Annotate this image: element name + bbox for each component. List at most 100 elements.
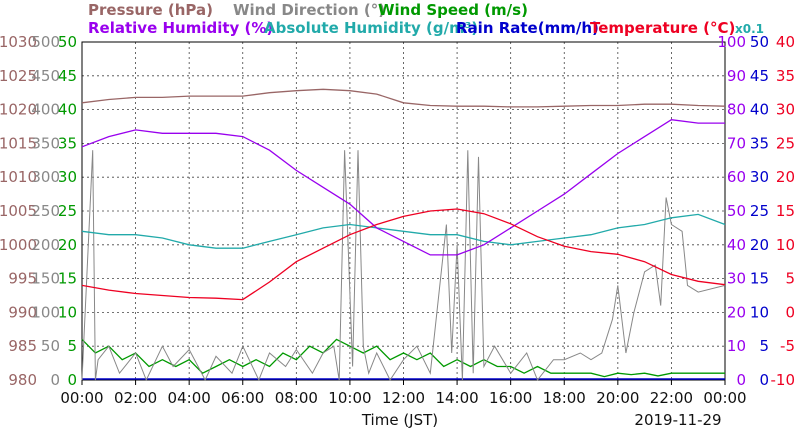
legend-label: Temperature (°C) bbox=[590, 19, 735, 37]
temperature-c-line bbox=[81, 208, 726, 301]
wind-speed-tick-label: 50 bbox=[58, 33, 77, 51]
temperature-tick-label: -10 bbox=[771, 371, 796, 389]
legend: Pressure (hPa) Wind Direction (°)Wind Spe… bbox=[88, 1, 764, 37]
pressure-tick-label: 980 bbox=[8, 371, 37, 389]
wind-direction-tick-label: 450 bbox=[31, 67, 60, 85]
legend-label: Wind Speed (m/s) bbox=[378, 1, 528, 19]
relative-humidity-line bbox=[81, 119, 725, 256]
relative-humidity-tick-label: 80 bbox=[727, 101, 746, 119]
pressure-tick-label: 1015 bbox=[0, 134, 37, 152]
relative-humidity-tick-label: 20 bbox=[727, 303, 746, 321]
x-tick-label: 20:00 bbox=[596, 389, 639, 407]
wind-speed-tick-label: 35 bbox=[58, 134, 77, 152]
absolute-humidity-g-m-line bbox=[81, 213, 726, 249]
legend-label: Wind Direction (°) bbox=[233, 1, 385, 19]
left-axes: 9809859909951000100510101015102010251030… bbox=[0, 33, 77, 389]
pressure-tick-label: 1020 bbox=[0, 101, 37, 119]
pressure-tick-label: 995 bbox=[8, 270, 37, 288]
relative-humidity-tick-label: 40 bbox=[727, 236, 746, 254]
relative-humidity-tick-label: 90 bbox=[727, 67, 746, 85]
rain-rate-tick-label: 0 bbox=[759, 371, 769, 389]
pressure-tick-label: 1005 bbox=[0, 202, 37, 220]
wind-direction-tick-label: 100 bbox=[31, 303, 60, 321]
x-tick-label: 08:00 bbox=[275, 389, 318, 407]
x-tick-label: 12:00 bbox=[382, 389, 425, 407]
wind-speed-tick-label: 15 bbox=[58, 270, 77, 288]
pressure-tick-label: 985 bbox=[8, 337, 37, 355]
x-axis: 00:00 02:00 04:00 06:00 08:00 10:00 12:00 14:00… bbox=[60, 380, 747, 407]
x-tick-label: 16:00 bbox=[489, 389, 532, 407]
temperature-tick-label: 20 bbox=[776, 168, 795, 186]
temperature-tick-label: 40 bbox=[776, 33, 795, 51]
x-tick-label: 18:00 bbox=[543, 389, 586, 407]
pressure-tick-label: 1010 bbox=[0, 168, 37, 186]
temperature-tick-label: 15 bbox=[776, 202, 795, 220]
wind-speed-tick-label: 40 bbox=[58, 101, 77, 119]
relative-humidity-tick-label: 60 bbox=[727, 168, 746, 186]
legend-label: Absolute Humidity (g/m³) bbox=[264, 19, 478, 37]
wind-direction-tick-label: 50 bbox=[41, 337, 60, 355]
rain-rate-tick-label: 45 bbox=[750, 67, 769, 85]
wind-direction-tick-label: 150 bbox=[31, 270, 60, 288]
rain-rate-tick-label: 35 bbox=[750, 134, 769, 152]
date-label: 2019-11-29 bbox=[634, 411, 721, 429]
x-tick-label: 06:00 bbox=[221, 389, 264, 407]
wind-direction-tick-label: 350 bbox=[31, 134, 60, 152]
legend-label: Pressure (hPa) bbox=[88, 1, 213, 19]
pressure-tick-label: 1000 bbox=[0, 236, 37, 254]
relative-humidity-tick-label: 70 bbox=[727, 134, 746, 152]
wind-direction-line bbox=[81, 150, 726, 382]
wind-speed-tick-label: 10 bbox=[58, 303, 77, 321]
rain-rate-tick-label: 15 bbox=[750, 270, 769, 288]
rain-rate-tick-label: 25 bbox=[750, 202, 769, 220]
relative-humidity-tick-label: 30 bbox=[727, 270, 746, 288]
x-tick-label: 00:00 bbox=[703, 389, 746, 407]
wind-direction-tick-label: 0 bbox=[50, 371, 60, 389]
rain-rate-tick-label: 40 bbox=[750, 101, 769, 119]
wind-speed-tick-label: 25 bbox=[58, 202, 77, 220]
relative-humidity-tick-label: 0 bbox=[736, 371, 746, 389]
legend-label: Rain Rate(mm/h) bbox=[456, 19, 599, 37]
right-axes: 0102030405060708090100051015202530354045… bbox=[717, 33, 795, 389]
temperature-tick-label: -5 bbox=[780, 337, 795, 355]
temperature-tick-label: 10 bbox=[776, 236, 795, 254]
rain-rate-tick-label: 10 bbox=[750, 303, 769, 321]
wind-direction-tick-label: 250 bbox=[31, 202, 60, 220]
rain-rate-tick-label: 20 bbox=[750, 236, 769, 254]
wind-direction-tick-label: 200 bbox=[31, 236, 60, 254]
wind-speed-tick-label: 30 bbox=[58, 168, 77, 186]
pressure-tick-label: 1025 bbox=[0, 67, 37, 85]
rain-rate-tick-label: 30 bbox=[750, 168, 769, 186]
x-axis-label: Time (JST) bbox=[361, 411, 438, 429]
legend-label: Relative Humidity (%) bbox=[88, 19, 273, 37]
wind-speed-tick-label: 45 bbox=[58, 67, 77, 85]
relative-humidity-tick-label: 100 bbox=[717, 33, 746, 51]
x-tick-label: 02:00 bbox=[114, 389, 157, 407]
temperature-tick-label: 35 bbox=[776, 67, 795, 85]
x-tick-label: 22:00 bbox=[650, 389, 693, 407]
pressure-hpa-line bbox=[81, 88, 726, 108]
temperature-tick-label: 30 bbox=[776, 101, 795, 119]
pressure-tick-label: 990 bbox=[8, 303, 37, 321]
rain-rate-tick-label: 5 bbox=[759, 337, 769, 355]
relative-humidity-tick-label: 50 bbox=[727, 202, 746, 220]
wind-direction-tick-label: 300 bbox=[31, 168, 60, 186]
x-tick-label: 14:00 bbox=[435, 389, 478, 407]
wind-speed-tick-label: 5 bbox=[67, 337, 77, 355]
relative-humidity-tick-label: 10 bbox=[727, 337, 746, 355]
pressure-tick-label: 1030 bbox=[0, 33, 37, 51]
rain-rate-tick-label: 50 bbox=[750, 33, 769, 51]
x-tick-label: 00:00 bbox=[60, 389, 103, 407]
x-tick-label: 04:00 bbox=[168, 389, 211, 407]
temperature-tick-label: 5 bbox=[785, 270, 795, 288]
temperature-tick-label: 0 bbox=[785, 303, 795, 321]
temperature-tick-label: 25 bbox=[776, 134, 795, 152]
x-tick-label: 10:00 bbox=[328, 389, 371, 407]
wind-direction-tick-label: 500 bbox=[31, 33, 60, 51]
legend-label: x0.1 bbox=[735, 22, 764, 36]
wind-speed-tick-label: 0 bbox=[67, 371, 77, 389]
wind-speed-m-s-line bbox=[81, 338, 725, 378]
wind-direction-tick-label: 400 bbox=[31, 101, 60, 119]
wind-speed-tick-label: 20 bbox=[58, 236, 77, 254]
